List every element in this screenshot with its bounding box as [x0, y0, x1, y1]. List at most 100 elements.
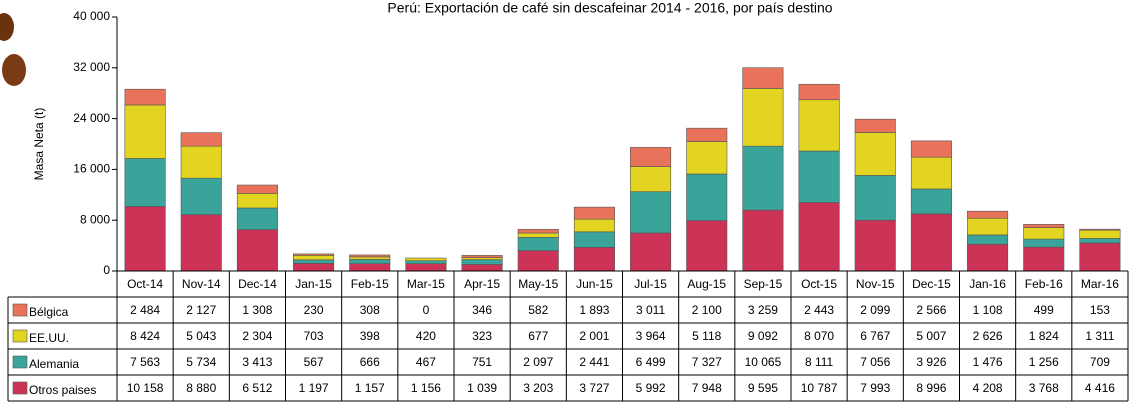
table-cell: 3 203 — [523, 381, 553, 395]
bar-segment — [967, 243, 1009, 272]
table-cell: 153 — [1090, 303, 1110, 317]
bar-segment — [461, 259, 503, 265]
bar-segment — [910, 213, 952, 272]
legend-swatch — [12, 355, 28, 369]
table-cell: 2 443 — [804, 303, 834, 317]
x-tick-label: Feb-15 — [351, 277, 389, 291]
bar-segment — [742, 88, 784, 147]
x-tick-label: Mar-16 — [1081, 277, 1119, 291]
x-tick-label: Aug-15 — [687, 277, 726, 291]
bar-segment — [1023, 246, 1065, 272]
x-tick-label: Feb-16 — [1025, 277, 1063, 291]
bar-segment — [910, 188, 952, 215]
bar-segment — [124, 104, 166, 159]
table-cell: 2 566 — [916, 303, 946, 317]
x-tick-label: Jan-16 — [969, 277, 1006, 291]
x-tick-label: Sep-15 — [744, 277, 783, 291]
bar-segment — [517, 237, 559, 251]
table-cell: 3 011 — [636, 303, 665, 317]
y-tick-label: 32 000 — [73, 60, 110, 74]
table-cell: 5 734 — [186, 355, 216, 369]
table-cell: 6 767 — [860, 329, 890, 343]
bar-segment — [236, 207, 278, 230]
table-cell: 2 100 — [692, 303, 722, 317]
table-cell: 7 563 — [130, 355, 160, 369]
x-tick-label: Dec-14 — [238, 277, 277, 291]
x-tick-label: Nov-15 — [856, 277, 895, 291]
bar-segment — [798, 150, 840, 203]
table-cell: 1 039 — [467, 381, 497, 395]
table-cell: 9 092 — [748, 329, 778, 343]
bar-segment — [798, 202, 840, 272]
table-cell: 10 065 — [745, 355, 782, 369]
table-cell: 6 499 — [636, 355, 666, 369]
table-cell: 8 880 — [186, 381, 216, 395]
table-cell: 2 097 — [523, 355, 553, 369]
table-cell: 1 197 — [299, 381, 329, 395]
y-tick-label: 0 — [103, 263, 110, 277]
bar-segment — [1079, 229, 1121, 239]
table-cell: 1 156 — [411, 381, 441, 395]
bar-segment — [180, 214, 222, 272]
bar-segment — [517, 229, 559, 234]
table-cell: 703 — [304, 329, 324, 343]
table-cell: 499 — [1034, 303, 1054, 317]
table-cell: 582 — [528, 303, 548, 317]
table-cell: 4 416 — [1085, 381, 1115, 395]
bar-segment — [405, 260, 447, 264]
table-cell: 5 043 — [186, 329, 216, 343]
legend-label: Bélgica — [29, 305, 69, 319]
x-tick-label: Mar-15 — [407, 277, 445, 291]
bar-segment — [1023, 224, 1065, 228]
legend-label: EE.UU. — [29, 331, 69, 345]
table-cell: 5 118 — [692, 329, 721, 343]
bar-segment — [293, 263, 335, 272]
x-tick-label: Oct-15 — [801, 277, 837, 291]
table-cell: 1 476 — [973, 355, 1003, 369]
bar-segment — [798, 99, 840, 152]
table-cell: 7 993 — [860, 381, 890, 395]
coffee-bean — [2, 54, 26, 86]
table-cell: 2 441 — [579, 355, 609, 369]
table-cell: 8 070 — [804, 329, 834, 343]
bar-segment — [798, 83, 840, 101]
table-cell: 7 056 — [860, 355, 890, 369]
bar-segment — [573, 206, 615, 220]
table-cell: 1 157 — [355, 381, 385, 395]
bar-segment — [910, 140, 952, 158]
bar-segment — [854, 219, 896, 272]
table-cell: 2 484 — [130, 303, 160, 317]
x-tick-label: Oct-14 — [127, 277, 163, 291]
table-cell: 666 — [360, 355, 380, 369]
x-tick-label: Nov-14 — [182, 277, 221, 291]
table-cell: 8 424 — [130, 329, 160, 343]
table-cell: 308 — [360, 303, 380, 317]
x-tick-label: Dec-15 — [912, 277, 951, 291]
bar-segment — [630, 232, 672, 272]
table-cell: 3 413 — [242, 355, 272, 369]
table-cell: 751 — [472, 355, 492, 369]
y-tick-label: 24 000 — [73, 111, 110, 125]
table-cell: 10 787 — [801, 381, 838, 395]
bar-segment — [461, 264, 503, 272]
table-cell: 8 111 — [805, 355, 834, 369]
table-cell: 0 — [423, 303, 430, 317]
table-cell: 346 — [472, 303, 492, 317]
table-cell: 1 824 — [1029, 329, 1059, 343]
legend-swatch — [12, 329, 28, 343]
x-tick-label: May-15 — [518, 277, 558, 291]
bar-segment — [124, 206, 166, 272]
bar-segment — [405, 257, 447, 261]
x-tick-label: Jan-15 — [295, 277, 332, 291]
bar-segment — [180, 132, 222, 147]
bar-segment — [630, 191, 672, 234]
bar-segment — [349, 263, 391, 272]
legend-label: Otros paises — [29, 383, 96, 397]
table-cell: 9 595 — [748, 381, 778, 395]
bar-segment — [180, 145, 222, 179]
legend-swatch — [12, 381, 28, 395]
bar-segment — [742, 67, 784, 89]
table-cell: 677 — [528, 329, 548, 343]
table-cell: 10 158 — [127, 381, 164, 395]
